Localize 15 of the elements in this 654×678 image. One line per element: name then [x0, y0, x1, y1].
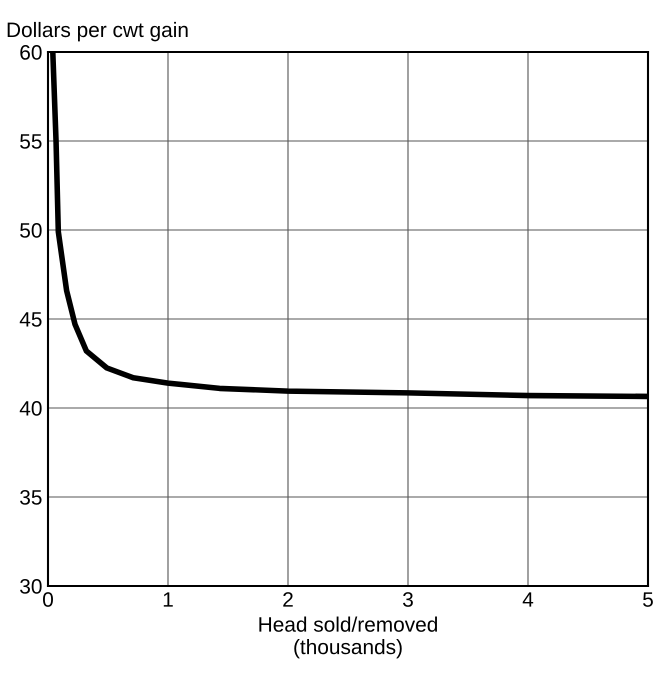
- x-tick-label: 1: [164, 592, 173, 607]
- y-tick-label: 30: [20, 579, 42, 594]
- x-tick-label: 4: [522, 592, 534, 607]
- y-tick-label: 55: [20, 134, 42, 149]
- y-tick-label: 60: [20, 45, 42, 60]
- y-axis-title: Dollars per cwt gain: [8, 22, 188, 42]
- x-tick-label: 2: [283, 592, 293, 607]
- x-tick-label: 3: [403, 592, 413, 607]
- x-tick-label: 0: [43, 592, 53, 607]
- y-tick-label: 40: [20, 401, 42, 416]
- y-tick-label: 50: [20, 223, 42, 238]
- y-tick-label: 45: [20, 312, 42, 327]
- y-tick-label: 35: [20, 490, 42, 505]
- x-axis-title: Head sold/removed (thousands): [259, 616, 437, 658]
- x-tick-label: 5: [643, 592, 653, 607]
